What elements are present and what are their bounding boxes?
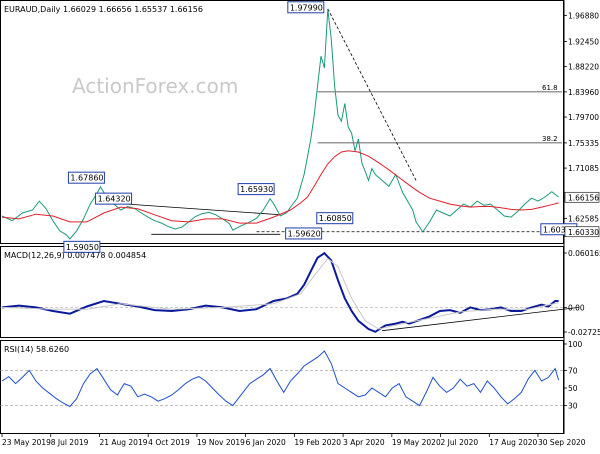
y-tick-label: 1.62585	[568, 214, 599, 223]
x-tick-label: 19 Nov 2019	[197, 438, 245, 447]
fib-label: 61.8	[542, 84, 558, 92]
x-tick-label: 3 Apr 2020	[343, 438, 385, 447]
y-tick-label: 1.75335	[568, 139, 599, 148]
y-tick-label: 30	[568, 402, 578, 411]
callout-label: 1.59620	[288, 229, 321, 238]
trendline	[327, 8, 417, 181]
y-tick-label: -0.02725	[568, 328, 600, 337]
rsi-panel-title: RSI(14) 58.6260	[4, 345, 69, 354]
callout-box	[95, 192, 133, 205]
y-tick-label: 1.66156	[568, 193, 599, 202]
y-tick-label: 1.71085	[568, 164, 599, 173]
y-tick-label: 0.00	[568, 303, 585, 312]
rsi-line	[1, 350, 560, 408]
x-tick-label: 21 Aug 2019	[99, 438, 147, 447]
y-tick-label: 1.83960	[568, 88, 599, 97]
macd-panel-title: MACD(12,26,9) 0.007478 0.004854	[4, 251, 146, 260]
price-panel-title: EURAUD,Daily 1.66029 1.66656 1.65537 1.6…	[4, 5, 203, 14]
price-grid: 61.8 38.2	[317, 84, 562, 144]
callout-label: 1.65930	[240, 185, 273, 194]
x-tick-label: 2 Jul 2020	[441, 438, 479, 447]
x-tick-label: 23 May 2019	[2, 438, 51, 447]
callout-label: 1.97990	[290, 3, 323, 12]
price-tag	[564, 191, 600, 203]
price-axis: 1.96880 1.92450 1.88220 1.83960 1.79700 1.753…	[564, 11, 600, 238]
price-panel	[0, 0, 564, 244]
trendline	[127, 203, 281, 216]
callout-label: 1.64320	[98, 195, 131, 204]
callout-box	[67, 171, 105, 184]
macd-axis: 0.060165 0.00 -0.02725	[564, 249, 600, 337]
callout-box	[237, 183, 275, 196]
macd-trendline	[382, 306, 580, 332]
y-tick-label: 0.060165	[568, 249, 600, 258]
x-tick-label: 17 Aug 2020	[489, 438, 537, 447]
rsi-panel	[0, 340, 564, 434]
x-tick-label: 6 Jan 2020	[246, 438, 286, 447]
x-tick-label: 19 May 2020	[392, 438, 441, 447]
macd-series	[0, 251, 580, 333]
moving-average-line	[1, 150, 559, 224]
x-tick-label: 8 Jul 2019	[51, 438, 89, 447]
y-tick-label: 1.60330	[568, 228, 599, 237]
price-trendlines	[127, 8, 579, 235]
callout-label: 1.67860	[70, 174, 103, 183]
y-tick-label: 1.88220	[568, 63, 599, 72]
callout-label: 1.59050	[66, 243, 99, 252]
price-tag	[564, 226, 600, 238]
price-callouts: 1.97990 1.67860 1.64320 1.65930 1.59050 1.596…	[63, 1, 578, 253]
macd-panel	[0, 246, 564, 338]
callout-label: 1.60850	[319, 214, 352, 223]
y-tick-label: 100	[568, 340, 583, 349]
fib-label: 38.2	[542, 135, 558, 143]
callout-box	[316, 212, 354, 225]
rsi-axis: 100 70 50 30	[564, 340, 583, 411]
y-tick-label: 50	[568, 384, 578, 393]
watermark: ActionForex.com	[72, 74, 238, 98]
callout-box	[63, 240, 101, 253]
x-tick-label: 4 Oct 2019	[148, 438, 190, 447]
y-tick-label: 1.79700	[568, 113, 599, 122]
callout-box	[287, 1, 325, 14]
y-tick-label: 1.92450	[568, 38, 599, 47]
macd-signal-line	[1, 257, 559, 330]
callout-box	[285, 227, 323, 240]
date-axis: 23 May 2019 8 Jul 2019 21 Aug 2019 4 Oct 20…	[1, 434, 586, 447]
x-tick-label: 19 Feb 2020	[294, 438, 341, 447]
y-tick-label: 70	[568, 366, 578, 375]
callout-label: 1.60330	[543, 225, 576, 234]
x-tick-label: 30 Sep 2020	[538, 438, 586, 447]
y-tick-label: 1.96880	[568, 11, 599, 20]
rsi-series	[0, 350, 564, 408]
